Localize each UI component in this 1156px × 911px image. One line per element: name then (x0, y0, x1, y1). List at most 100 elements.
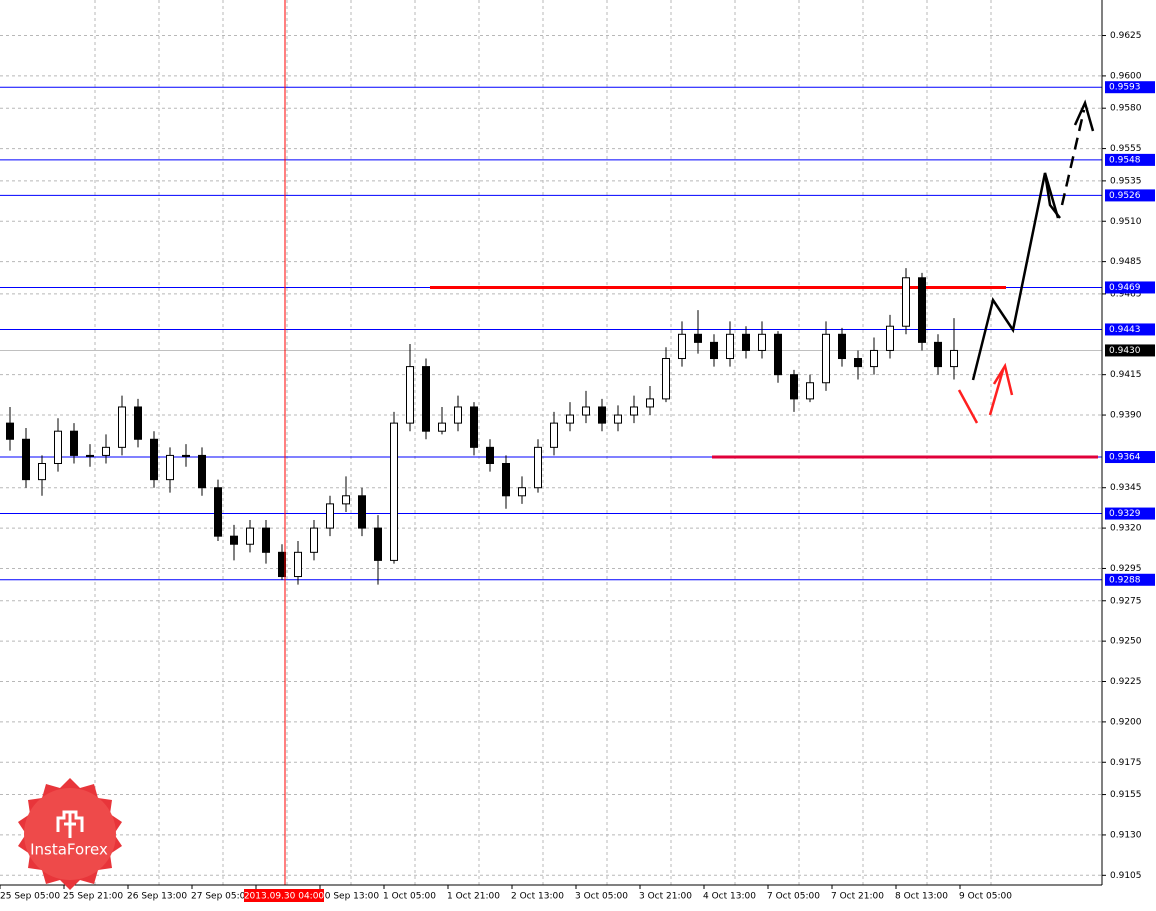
level-label-bg (1105, 323, 1155, 336)
crosshair-label-bg (244, 889, 324, 902)
x-tick-label: 8 Oct 13:00 (895, 892, 948, 902)
level-label-bg (1105, 81, 1155, 94)
candle-body (534, 446, 542, 489)
logo: InstaForex (18, 778, 122, 890)
x-tick-label: 3 Oct 05:00 (575, 892, 628, 902)
y-tick-label: 0.9465 (1110, 289, 1142, 299)
alt-arrowhead (992, 362, 1014, 396)
y-tick-label: 0.9600 (1110, 71, 1142, 81)
candle-body (438, 422, 446, 432)
forecast (957, 99, 1095, 424)
candle-body (182, 454, 190, 457)
x-tick-label: 7 Oct 05:00 (767, 892, 820, 902)
candle-body (566, 414, 574, 424)
y-tick-label: 0.9485 (1110, 257, 1142, 267)
candle-body (822, 333, 830, 384)
candle-body (294, 551, 302, 578)
level-label-bg (1105, 507, 1155, 520)
y-tick-label: 0.9105 (1110, 871, 1142, 881)
level-label: 0.9548 (1109, 155, 1141, 165)
x-tick-label: 30 Sep 13:00 (319, 892, 379, 902)
x-tick-label: 25 Sep 05:00 (0, 892, 60, 902)
candle-body (118, 406, 126, 448)
candle-body (838, 333, 846, 360)
candle-body (326, 503, 334, 529)
candle-body (454, 406, 462, 424)
level-label-bg (1105, 153, 1155, 166)
alt-path (957, 389, 979, 424)
candle-body (54, 430, 62, 464)
y-tick-label: 0.9535 (1110, 176, 1142, 186)
candle-body (646, 398, 654, 408)
candle-body (246, 527, 254, 545)
x-tick-label: 25 Sep 21:00 (63, 892, 123, 902)
candle-body (950, 349, 958, 368)
candle-body (150, 438, 158, 481)
level-label-bg (1105, 189, 1155, 202)
candle-body (662, 358, 670, 400)
level-label: 0.9443 (1109, 325, 1141, 335)
x-tick-label: 9 Oct 05:00 (959, 892, 1012, 902)
candle-body (902, 277, 910, 327)
candle-body (390, 422, 398, 561)
candle-body (582, 406, 590, 416)
level-label: 0.9288 (1109, 575, 1141, 585)
candle-body (102, 446, 110, 456)
forecast-arrowhead (1073, 99, 1095, 132)
x-tick-label: 7 Oct 21:00 (831, 892, 884, 902)
candle-body (486, 446, 494, 464)
logo-text: InstaForex (30, 841, 108, 859)
x-tick-label: 26 Sep 13:00 (127, 892, 187, 902)
forecast-dashed (1060, 109, 1086, 206)
candle-body (134, 406, 142, 440)
candle-body (358, 495, 366, 529)
candle-body (166, 454, 174, 481)
y-tick-label: 0.9580 (1110, 104, 1142, 114)
forecast-path (971, 172, 1060, 381)
alt-path (988, 369, 1005, 416)
candle-body (806, 382, 814, 400)
candle-body (934, 341, 942, 368)
y-tick-label: 0.9390 (1110, 411, 1142, 421)
level-label-bg (1105, 573, 1155, 586)
candle-body (422, 366, 430, 432)
level-label: 0.9329 (1109, 509, 1141, 519)
current-price-bg (1105, 344, 1155, 357)
x-tick-label: 2 Oct 13:00 (511, 892, 564, 902)
candle-body (518, 487, 526, 497)
candle-body (262, 527, 270, 553)
candle-body (790, 374, 798, 400)
level-label: 0.9469 (1109, 283, 1141, 293)
level-label: 0.9364 (1109, 453, 1141, 463)
y-tick-label: 0.9250 (1110, 637, 1142, 647)
candle-body (406, 366, 414, 424)
candle-body (22, 438, 30, 481)
y-tick-label: 0.9225 (1110, 677, 1142, 687)
candle-body (342, 495, 350, 505)
x-tick-label: 1 Oct 21:00 (447, 892, 500, 902)
candle-body (470, 406, 478, 448)
candle-body (310, 527, 318, 553)
candle-body (678, 333, 686, 360)
candle-body (550, 422, 558, 448)
x-tick-label: 1 Oct 05:00 (383, 892, 436, 902)
x-tick-label: 27 Sep 05:00 (191, 892, 251, 902)
candle-body (694, 333, 702, 343)
candle-body (870, 349, 878, 368)
candle-body (630, 406, 638, 416)
crosshair-label: 2013.09.30 04:00 (244, 892, 325, 902)
y-tick-label: 0.9200 (1110, 717, 1142, 727)
level-label: 0.9526 (1109, 191, 1141, 201)
candle-body (38, 462, 46, 481)
candle-body (710, 341, 718, 360)
y-tick-label: 0.9295 (1110, 564, 1142, 574)
y-tick-label: 0.9510 (1110, 217, 1142, 227)
candle-body (374, 527, 382, 561)
axes: 0.9625 0.9600 0.9580 0.9555 0.9535 0.9510 0.94… (0, 31, 1155, 902)
x-tick-label: 3 Oct 21:00 (639, 892, 692, 902)
forecast-path (1043, 172, 1061, 219)
candle-body (854, 358, 862, 368)
y-tick-label: 0.9625 (1110, 31, 1142, 41)
